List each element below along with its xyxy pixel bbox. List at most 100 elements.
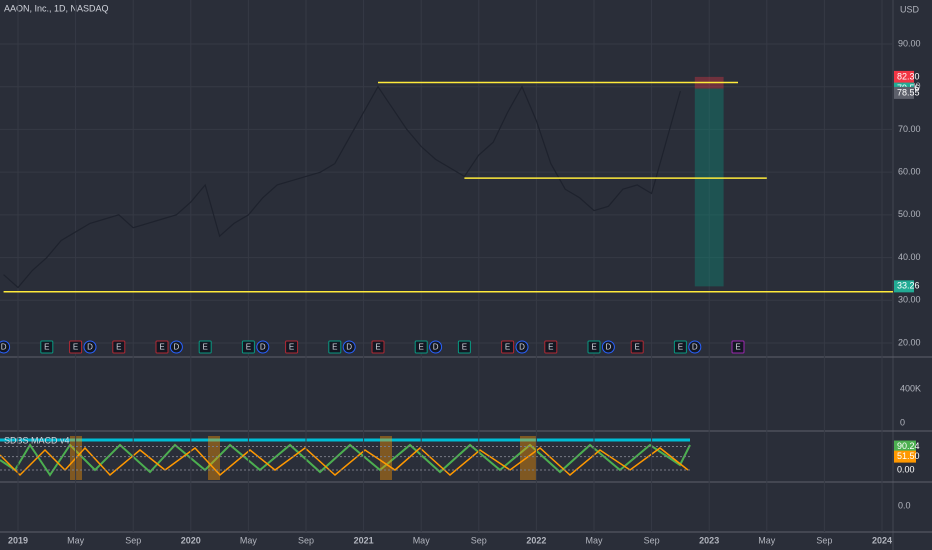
macd-line: [0, 443, 691, 477]
currency: USD: [900, 4, 920, 14]
event-label: E: [678, 343, 683, 352]
event-marker: [371, 340, 385, 354]
chart-title: AAON, Inc., 1D, NASDAQ: [4, 3, 109, 13]
event-marker: [83, 340, 97, 354]
event-label: E: [73, 343, 78, 352]
event-label: E: [548, 343, 553, 352]
y-tick-label: 60.00: [898, 167, 921, 177]
event-marker: [601, 340, 615, 354]
event-label: E: [419, 343, 424, 352]
event-label: E: [735, 343, 740, 352]
event-marker: [515, 340, 529, 354]
event-marker: [429, 340, 443, 354]
price-label-bg: [894, 280, 914, 293]
price-label-bg: [894, 86, 914, 99]
event-marker: [457, 340, 471, 354]
event-marker: [198, 340, 212, 354]
event-marker: [112, 340, 126, 354]
y-tick-label: 90.00: [898, 38, 921, 48]
x-tick-label: Sep: [125, 535, 141, 545]
x-tick-label: May: [240, 535, 258, 545]
event-label: D: [174, 343, 180, 352]
x-tick-label: May: [585, 535, 603, 545]
event-label: D: [692, 343, 698, 352]
y-tick-label: 40.00: [898, 252, 921, 262]
macd-band: [520, 436, 536, 480]
price-label: 82.30: [897, 71, 920, 81]
event-marker: [731, 340, 745, 354]
x-tick-label: May: [413, 535, 431, 545]
macd-label: 90.24: [897, 441, 920, 451]
macd-band: [380, 436, 392, 480]
event-label: D: [519, 343, 525, 352]
price-line: [3, 85, 681, 289]
macd-band: [208, 436, 220, 480]
event-marker: [587, 340, 601, 354]
lower-tick-label: 0.0: [898, 500, 911, 510]
event-label: E: [203, 343, 208, 352]
event-label: D: [87, 343, 93, 352]
x-tick-label: 2022: [526, 535, 546, 545]
y-tick-label: 20.00: [898, 337, 921, 347]
volume-tick-label: 400K: [900, 383, 921, 393]
event-label: E: [289, 343, 294, 352]
x-tick-label: Sep: [816, 535, 832, 545]
price-label: 33.26: [897, 281, 920, 291]
event-label: D: [606, 343, 612, 352]
price-label-bg: [894, 70, 914, 83]
x-tick-label: 2019: [8, 535, 28, 545]
event-label: D: [1, 343, 7, 352]
macd-label: 51.50: [897, 451, 920, 461]
x-tick-label: Sep: [644, 535, 660, 545]
indicator-title: SDBS MACD v4: [4, 435, 70, 445]
event-label: E: [462, 343, 467, 352]
event-label: E: [159, 343, 164, 352]
event-marker: [630, 340, 644, 354]
event-marker: [544, 340, 558, 354]
event-marker: [342, 340, 356, 354]
event-label: E: [591, 343, 596, 352]
event-marker: [155, 340, 169, 354]
event-label: E: [116, 343, 121, 352]
x-tick-label: 2021: [354, 535, 374, 545]
macd-label-bg: [894, 464, 916, 476]
event-label: D: [433, 343, 439, 352]
event-marker: [0, 340, 11, 354]
event-label: E: [44, 343, 49, 352]
macd-label-bg: [894, 440, 916, 453]
y-tick-label: 50.00: [898, 209, 921, 219]
target-zone: [694, 88, 724, 287]
event-marker: [501, 340, 515, 354]
event-label: E: [332, 343, 337, 352]
x-tick-label: May: [67, 535, 85, 545]
event-label: E: [505, 343, 510, 352]
event-marker: [328, 340, 342, 354]
price-label: 78.55: [897, 87, 920, 97]
event-marker: [414, 340, 428, 354]
event-marker: [69, 340, 83, 354]
event-marker: [241, 340, 255, 354]
event-marker: [285, 340, 299, 354]
x-tick-label: Sep: [471, 535, 487, 545]
macd-label: 0.00: [897, 464, 915, 474]
event-marker: [40, 340, 54, 354]
event-label: E: [375, 343, 380, 352]
event-marker: [256, 340, 270, 354]
y-tick-label: 70.00: [898, 124, 921, 134]
event-label: D: [346, 343, 352, 352]
event-label: D: [260, 343, 266, 352]
volume-tick-label: 0: [900, 417, 905, 427]
x-tick-label: Sep: [298, 535, 314, 545]
event-marker: [169, 340, 183, 354]
x-tick-label: 2020: [181, 535, 201, 545]
y-tick-label: 30.00: [898, 295, 921, 305]
x-tick-label: May: [758, 535, 776, 545]
macd-label-bg: [894, 450, 916, 463]
event-label: E: [635, 343, 640, 352]
event-label: E: [246, 343, 251, 352]
event-marker: [673, 340, 687, 354]
x-tick-label: 2024: [872, 535, 892, 545]
x-tick-label: 2023: [699, 535, 719, 545]
